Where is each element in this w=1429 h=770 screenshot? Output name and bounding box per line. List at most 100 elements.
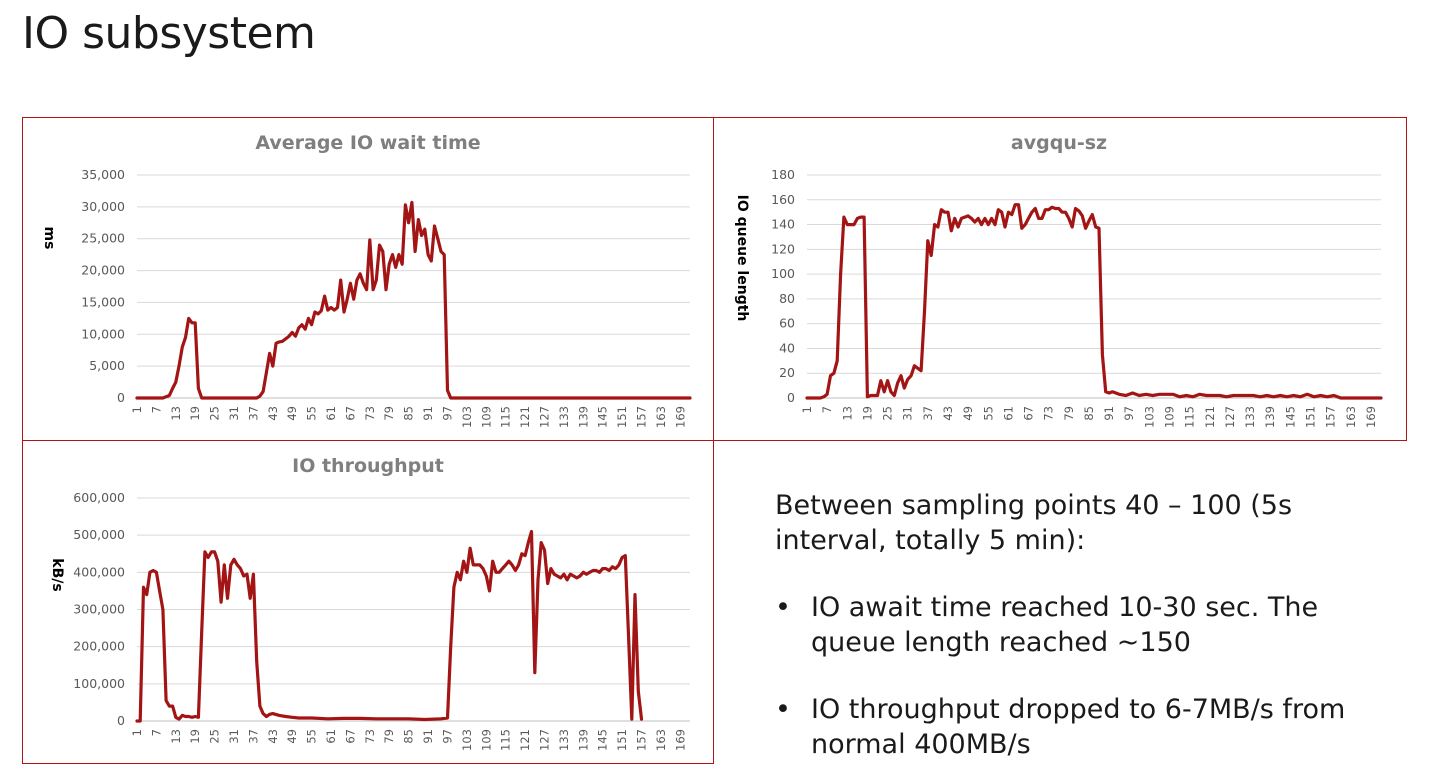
x-tick-label: 157 (634, 406, 648, 428)
x-tick-label: 151 (1304, 406, 1318, 428)
x-tick-label: 61 (1001, 406, 1015, 421)
x-tick-label: 67 (343, 729, 357, 744)
y-axis-label: ms (41, 227, 57, 250)
x-tick-label: 85 (1082, 406, 1096, 421)
x-tick-label: 43 (266, 729, 280, 744)
x-tick-label: 127 (1223, 406, 1237, 428)
x-tick-label: 121 (518, 406, 532, 428)
chart-title: avgqu-sz (1011, 132, 1107, 154)
x-tick-label: 61 (324, 729, 338, 744)
x-tick-label: 85 (402, 406, 416, 421)
y-tick-label: 25,000 (81, 231, 125, 246)
x-tick-label: 115 (1183, 406, 1197, 428)
y-tick-label: 400,000 (73, 564, 125, 579)
y-tick-label: 160 (771, 192, 795, 207)
x-tick-label: 13 (169, 729, 183, 744)
x-tick-label: 13 (169, 406, 183, 421)
chart-panel-io-throughput: IO throughput kB/s 0 100,000 200,000 300,000 4… (22, 440, 714, 764)
x-tick-label: 49 (961, 406, 975, 421)
x-tick-label: 103 (1142, 406, 1156, 428)
y-tick-label: 300,000 (73, 602, 125, 617)
x-tick-label: 97 (440, 406, 454, 421)
x-tick-label: 169 (673, 729, 687, 751)
y-tick-label: 500,000 (73, 527, 125, 542)
y-axis-label: IO queue length (734, 195, 750, 322)
x-tick-label: 163 (654, 729, 668, 751)
x-tick-label: 91 (421, 406, 435, 421)
x-tick-label: 109 (479, 406, 493, 428)
x-tick-label: 115 (499, 729, 513, 751)
x-tick-label: 79 (1062, 406, 1076, 421)
x-tick-label: 85 (402, 729, 416, 744)
y-tick-label: 140 (771, 217, 795, 232)
x-tick-label: 169 (673, 406, 687, 428)
x-tick-label: 1 (130, 406, 144, 413)
x-tick-label: 157 (1324, 406, 1338, 428)
x-tick-label: 91 (421, 729, 435, 744)
bullet-dot-icon: • (775, 592, 791, 623)
y-tick-label: 20,000 (81, 263, 125, 278)
notes-text: Between sampling points 40 – 100 (5s int… (775, 488, 1405, 762)
y-tick-label: 10,000 (81, 326, 125, 341)
series-line (135, 529, 644, 723)
x-tick-label: 91 (1102, 406, 1116, 421)
x-tick-label: 37 (246, 729, 260, 744)
x-tick-label: 37 (921, 406, 935, 421)
io-wait-time-chart: Average IO wait time ms 0 5,000 10,000 15,000… (41, 132, 692, 428)
x-tick-label: 97 (1122, 406, 1136, 421)
x-tick-label: 163 (1344, 406, 1358, 428)
y-tick-label: 30,000 (81, 199, 125, 214)
x-tick-label: 169 (1364, 406, 1378, 428)
x-tick-label: 25 (208, 406, 222, 421)
chart-panel-avgqu-sz: avgqu-sz IO queue length 0 20 40 60 80 100 120 14… (713, 117, 1407, 441)
x-tick-label: 157 (634, 729, 648, 751)
bullet-await-time: • IO await time reached 10-30 sec. The q… (775, 590, 1405, 660)
y-tick-label: 180 (771, 167, 795, 182)
x-tick-label: 121 (518, 729, 532, 751)
x-tick-label: 7 (149, 406, 163, 413)
x-tick-label: 145 (596, 406, 610, 428)
x-tick-label: 37 (246, 406, 260, 421)
x-tick-label: 19 (188, 729, 202, 744)
bullet-text: IO await time reached 10-30 sec. The que… (811, 592, 1319, 658)
x-tick-label: 145 (1283, 406, 1297, 428)
x-tick-label: 73 (363, 729, 377, 744)
page-title: IO subsystem (22, 8, 316, 59)
x-tick-label: 67 (1022, 406, 1036, 421)
bullet-text: IO throughput dropped to 6-7MB/s from no… (811, 694, 1346, 760)
x-tick-label: 49 (285, 729, 299, 744)
y-tick-label: 20 (779, 365, 795, 380)
x-tick-label: 127 (537, 406, 551, 428)
x-tick-label: 139 (576, 406, 590, 428)
x-tick-label: 19 (188, 406, 202, 421)
x-tick-label: 103 (460, 729, 474, 751)
y-tick-label: 5,000 (89, 358, 125, 373)
chart-title: IO throughput (292, 455, 444, 477)
x-tick-label: 67 (343, 406, 357, 421)
y-tick-label: 40 (779, 340, 795, 355)
x-tick-label: 109 (479, 729, 493, 751)
x-tick-label: 139 (1263, 406, 1277, 428)
y-tick-label: 35,000 (81, 167, 125, 182)
y-tick-label: 100,000 (73, 676, 125, 691)
x-tick-label: 97 (440, 729, 454, 744)
bullet-dot-icon: • (775, 694, 791, 725)
x-tick-label: 55 (305, 729, 319, 744)
x-tick-label: 121 (1203, 406, 1217, 428)
x-tick-label: 25 (208, 729, 222, 744)
y-axis-label: kB/s (49, 558, 65, 591)
x-tick-label: 115 (499, 406, 513, 428)
x-tick-label: 43 (266, 406, 280, 421)
x-tick-label: 31 (227, 406, 241, 421)
y-tick-label: 0 (117, 713, 125, 728)
x-tick-label: 109 (1163, 406, 1177, 428)
x-tick-label: 127 (537, 729, 551, 751)
notes-intro: Between sampling points 40 – 100 (5s int… (775, 490, 1293, 556)
x-tick-label: 43 (941, 406, 955, 421)
y-tick-label: 600,000 (73, 490, 125, 505)
y-tick-label: 60 (779, 316, 795, 331)
x-tick-label: 103 (460, 406, 474, 428)
x-tick-label: 151 (615, 729, 629, 751)
series-line (135, 200, 692, 400)
